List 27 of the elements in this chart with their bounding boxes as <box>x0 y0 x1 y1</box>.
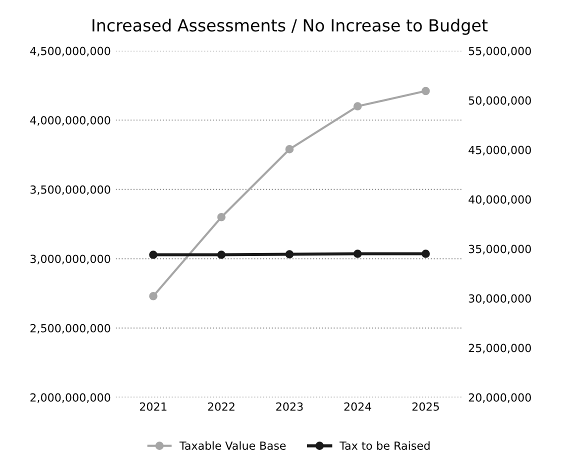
y-tick-label: 2,000,000,000 <box>30 393 110 403</box>
x-tick-label: 2021 <box>140 402 166 411</box>
legend-label: Tax to be Raised <box>340 441 430 450</box>
x-tick-label: 2022 <box>208 402 234 411</box>
y-tick-label: 3,500,000,000 <box>30 185 110 195</box>
point <box>149 292 158 300</box>
y-tick-label: 3,000,000,000 <box>30 254 110 264</box>
chart-title: Increased Assessments / No Increase to Budget <box>92 18 488 35</box>
x-tick-label: 2023 <box>276 402 303 411</box>
y2-tick-label: 55,000,000 <box>468 46 531 56</box>
x-tick-label: 2025 <box>412 402 439 411</box>
y2-tick-label: 20,000,000 <box>468 393 531 403</box>
point <box>353 102 362 110</box>
point <box>285 145 294 154</box>
y-tick-label: 2,500,000,000 <box>30 324 110 334</box>
y2-tick-label: 45,000,000 <box>468 146 531 156</box>
y2-tick-label: 40,000,000 <box>468 195 531 205</box>
y2-tick-label: 35,000,000 <box>468 244 531 254</box>
y2-tick-label: 30,000,000 <box>468 294 531 304</box>
y-tick-label: 4,000,000,000 <box>30 116 110 126</box>
point <box>217 212 226 222</box>
point <box>422 86 430 96</box>
legend-label: Taxable Value Base <box>179 441 286 450</box>
y-tick-label: 4,500,000,000 <box>30 46 110 56</box>
y2-tick-label: 50,000,000 <box>468 96 531 106</box>
y2-tick-label: 25,000,000 <box>468 344 531 354</box>
x-tick-label: 2024 <box>344 402 372 411</box>
